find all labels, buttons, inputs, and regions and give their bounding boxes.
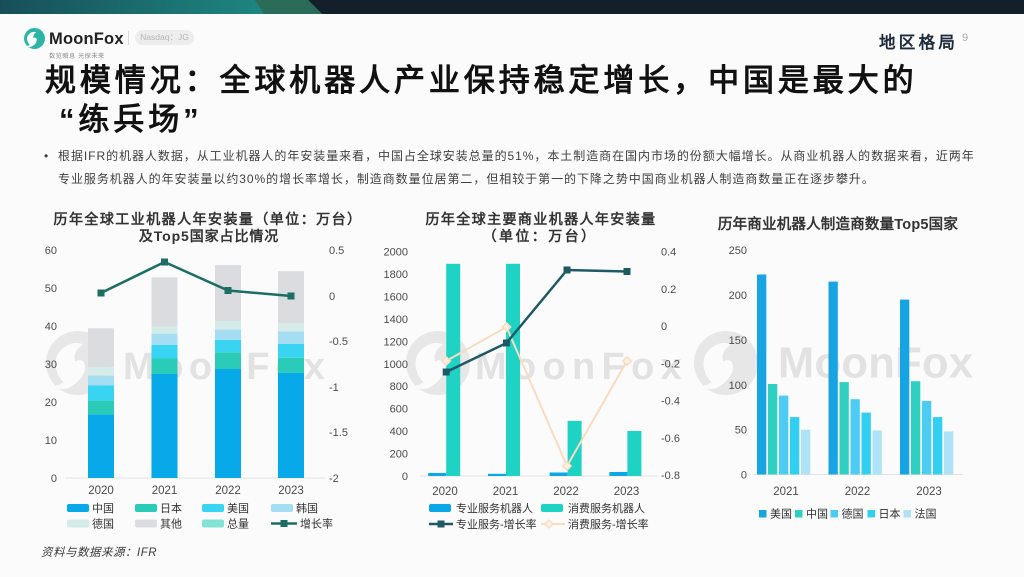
- svg-text:10: 10: [45, 435, 57, 447]
- svg-text:50: 50: [735, 425, 747, 437]
- svg-text:2023: 2023: [916, 486, 942, 498]
- svg-text:150: 150: [729, 335, 747, 347]
- svg-text:250: 250: [729, 245, 747, 257]
- svg-text:0.2: 0.2: [661, 284, 676, 296]
- svg-text:消费服务-增长率: 消费服务-增长率: [568, 517, 649, 531]
- svg-text:30: 30: [45, 359, 57, 371]
- svg-text:400: 400: [390, 426, 408, 438]
- svg-text:0: 0: [329, 291, 335, 303]
- svg-text:50: 50: [45, 283, 57, 295]
- svg-text:历年商业机器人制造商数量Top5国家: 历年商业机器人制造商数量Top5国家: [718, 215, 958, 233]
- svg-text:韩国: 韩国: [296, 501, 318, 515]
- svg-text:-0.2: -0.2: [661, 358, 680, 370]
- svg-text:0: 0: [51, 473, 57, 485]
- svg-text:0: 0: [741, 470, 747, 482]
- svg-text:其他: 其他: [160, 518, 182, 531]
- svg-text:德国: 德国: [842, 507, 864, 521]
- svg-text:（单位：万台）: （单位：万台）: [483, 228, 598, 244]
- svg-text:中国: 中国: [92, 502, 114, 515]
- svg-text:法国: 法国: [915, 507, 937, 521]
- svg-text:60: 60: [45, 245, 57, 257]
- svg-text:美国: 美国: [227, 502, 249, 515]
- svg-text:-0.4: -0.4: [661, 396, 680, 408]
- svg-text:100: 100: [729, 380, 747, 392]
- svg-text:历年全球主要商业机器人年安装量: 历年全球主要商业机器人年安装量: [426, 211, 657, 227]
- svg-text:MoonFox: MoonFox: [778, 340, 973, 388]
- svg-text:总量: 总量: [227, 517, 249, 531]
- svg-text:专业服务机器人: 专业服务机器人: [456, 501, 533, 515]
- svg-text:1400: 1400: [384, 314, 408, 326]
- svg-text:2022: 2022: [845, 486, 871, 498]
- svg-text:20: 20: [45, 397, 57, 409]
- svg-text:日本: 日本: [879, 507, 901, 521]
- svg-text:2022: 2022: [553, 486, 579, 498]
- svg-text:2021: 2021: [773, 486, 799, 498]
- svg-text:-2: -2: [329, 473, 339, 485]
- svg-text:中国: 中国: [806, 508, 828, 521]
- svg-text:1000: 1000: [384, 359, 408, 371]
- svg-text:-0.8: -0.8: [661, 470, 680, 482]
- svg-text:800: 800: [390, 381, 408, 393]
- svg-text:消费服务机器人: 消费服务机器人: [568, 501, 645, 515]
- svg-text:及Top5国家占比情况: 及Top5国家占比情况: [139, 228, 279, 244]
- svg-text:2021: 2021: [493, 486, 519, 498]
- svg-text:专业服务-增长率: 专业服务-增长率: [456, 517, 537, 531]
- svg-text:200: 200: [390, 449, 408, 461]
- svg-text:美国: 美国: [770, 508, 792, 521]
- svg-text:2020: 2020: [88, 485, 114, 497]
- svg-text:0: 0: [402, 471, 408, 483]
- svg-text:0.5: 0.5: [329, 245, 344, 257]
- svg-text:2022: 2022: [215, 485, 241, 497]
- svg-text:德国: 德国: [92, 517, 114, 531]
- svg-text:-1: -1: [329, 382, 339, 394]
- svg-text:1200: 1200: [384, 336, 408, 348]
- svg-text:日本: 日本: [160, 501, 182, 515]
- svg-text:-0.6: -0.6: [661, 433, 680, 445]
- svg-text:2023: 2023: [614, 486, 640, 498]
- svg-text:2023: 2023: [278, 485, 304, 497]
- svg-text:1800: 1800: [384, 269, 408, 281]
- svg-text:600: 600: [390, 404, 408, 416]
- svg-text:40: 40: [45, 321, 57, 333]
- svg-text:历年全球工业机器人年安装量（单位：万台）: 历年全球工业机器人年安装量（单位：万台）: [54, 211, 363, 227]
- svg-text:2000: 2000: [384, 247, 408, 259]
- svg-text:-1.5: -1.5: [329, 427, 348, 439]
- svg-text:2020: 2020: [432, 486, 458, 498]
- svg-text:-0.5: -0.5: [329, 336, 348, 348]
- svg-text:1600: 1600: [384, 291, 408, 303]
- svg-text:0.4: 0.4: [661, 247, 676, 259]
- svg-text:增长率: 增长率: [300, 517, 333, 531]
- svg-text:2021: 2021: [152, 485, 178, 497]
- svg-text:200: 200: [729, 290, 747, 302]
- svg-text:0: 0: [661, 321, 667, 333]
